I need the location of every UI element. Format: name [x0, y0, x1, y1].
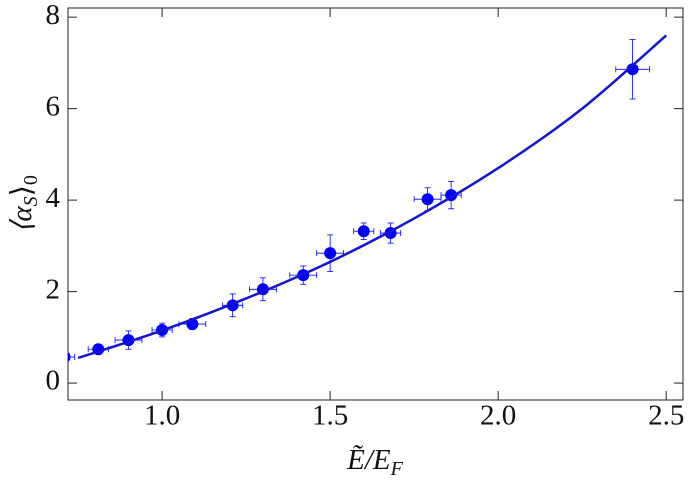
- x-tick-label: 1.5: [312, 400, 348, 432]
- y-tick-label: 4: [46, 182, 61, 214]
- y-tick-label: 6: [46, 90, 61, 122]
- x-tick-label: 2.0: [480, 400, 516, 432]
- x-axis-label: Ẽ/EF: [346, 444, 404, 480]
- data-point: [68, 352, 71, 362]
- y-tick-label: 0: [46, 365, 61, 397]
- plot-area: [68, 34, 668, 362]
- data-point: [421, 193, 434, 206]
- y-axis-label: ⟨αS⟩0: [6, 175, 42, 233]
- y-tick-label: 8: [46, 0, 61, 31]
- x-tick-label: 1.0: [144, 400, 180, 432]
- y-tick-label: 2: [46, 273, 61, 305]
- plot-frame: [67, 7, 684, 401]
- x-tick-label: 2.5: [648, 400, 684, 432]
- data-point: [357, 225, 370, 238]
- data-point: [324, 247, 337, 260]
- fit-curve: [77, 34, 668, 360]
- data-point: [626, 63, 639, 76]
